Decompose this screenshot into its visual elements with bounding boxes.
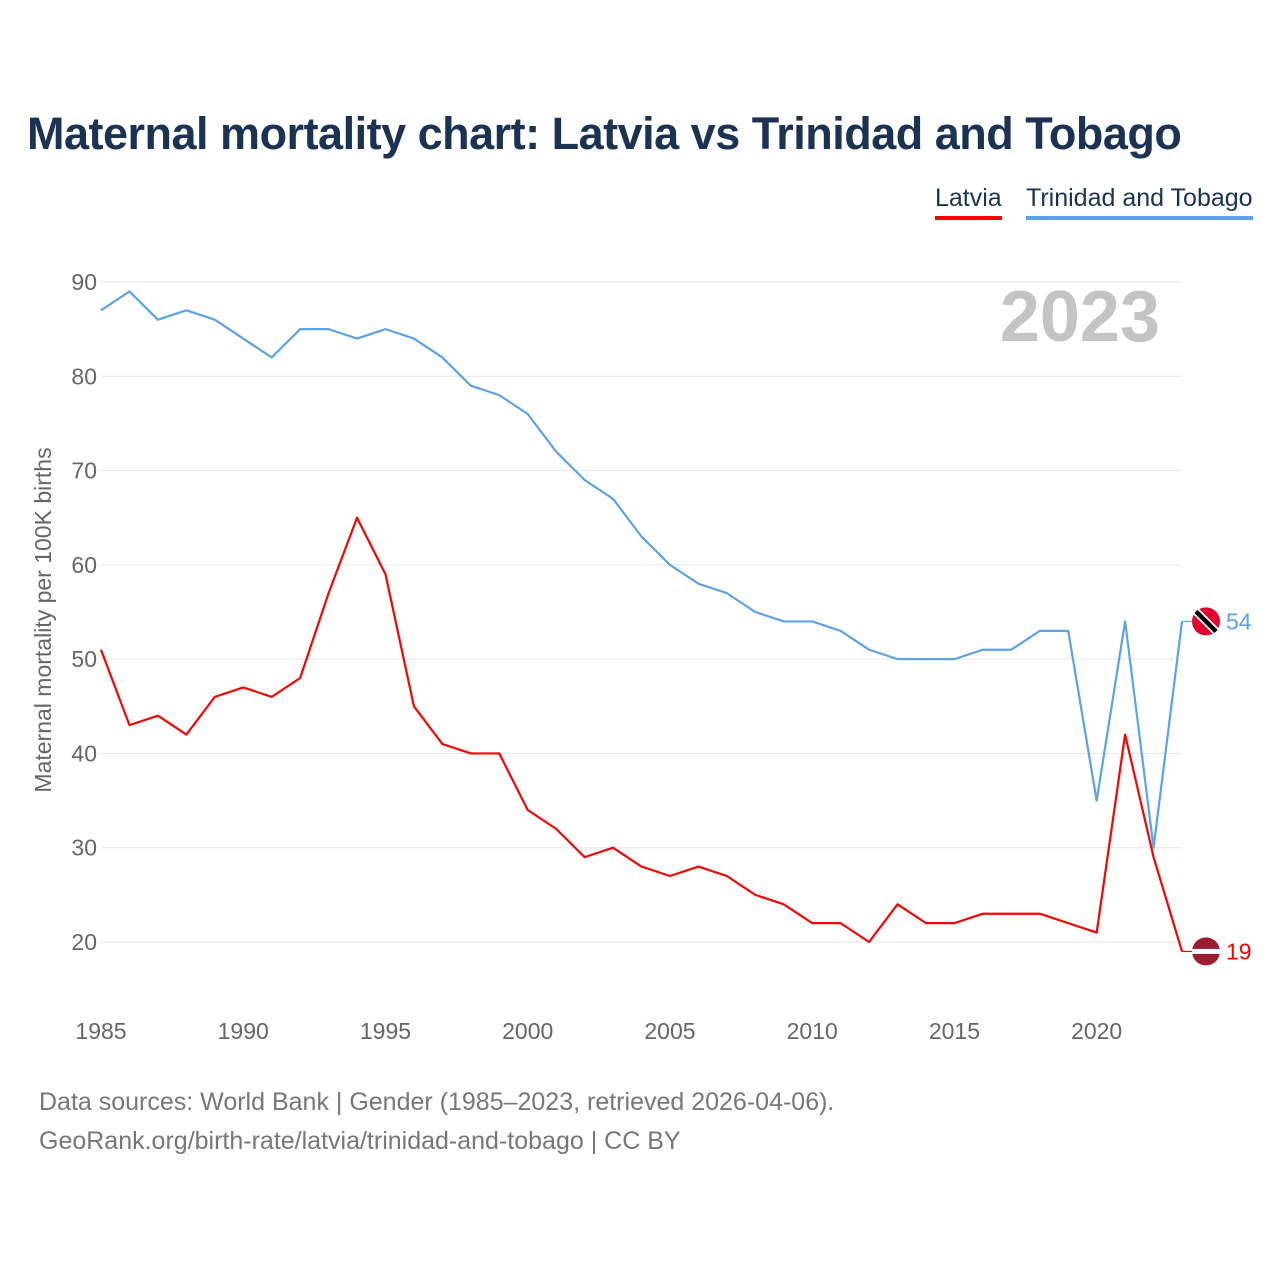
series-line-latvia — [99, 516, 1184, 952]
y-tick-label: 50 — [71, 646, 97, 672]
x-tick-label: 2010 — [787, 1018, 838, 1044]
x-tick-label: 1985 — [75, 1018, 126, 1044]
series-line-trinidad-and-tobago — [100, 290, 1184, 849]
y-tick-label: 60 — [71, 552, 97, 578]
latvia-flag-stripe — [1192, 948, 1220, 954]
x-tick-label: 2015 — [929, 1018, 980, 1044]
chart-title: Maternal mortality chart: Latvia vs Trin… — [27, 108, 1182, 159]
x-tick-label: 2000 — [502, 1018, 553, 1044]
end-value-label: 54 — [1226, 608, 1252, 634]
x-tick-label: 1995 — [360, 1018, 411, 1044]
y-tick-label: 30 — [71, 835, 97, 861]
x-tick-label: 2020 — [1071, 1018, 1122, 1044]
y-tick-label: 70 — [71, 458, 97, 484]
legend-trinidad-and-tobago[interactable]: Trinidad and Tobago — [1026, 184, 1253, 220]
legend-latvia[interactable]: Latvia — [935, 184, 1002, 220]
y-tick-label: 90 — [71, 269, 97, 295]
data-sources: Data sources: World Bank | Gender (1985–… — [39, 1088, 835, 1116]
y-tick-label: 80 — [71, 363, 97, 389]
source-link[interactable]: GeoRank.org/birth-rate/latvia/trinidad-a… — [39, 1127, 681, 1155]
y-tick-label: 40 — [71, 740, 97, 766]
trinidad-flag-stripe-black — [1194, 609, 1218, 634]
year-watermark: 2023 — [1000, 277, 1160, 357]
y-tick-label: 20 — [71, 929, 97, 955]
end-value-label: 19 — [1226, 938, 1252, 964]
x-tick-label: 2005 — [644, 1018, 695, 1044]
x-tick-label: 1990 — [218, 1018, 269, 1044]
y-axis-label: Maternal mortality per 100K births — [30, 447, 56, 792]
